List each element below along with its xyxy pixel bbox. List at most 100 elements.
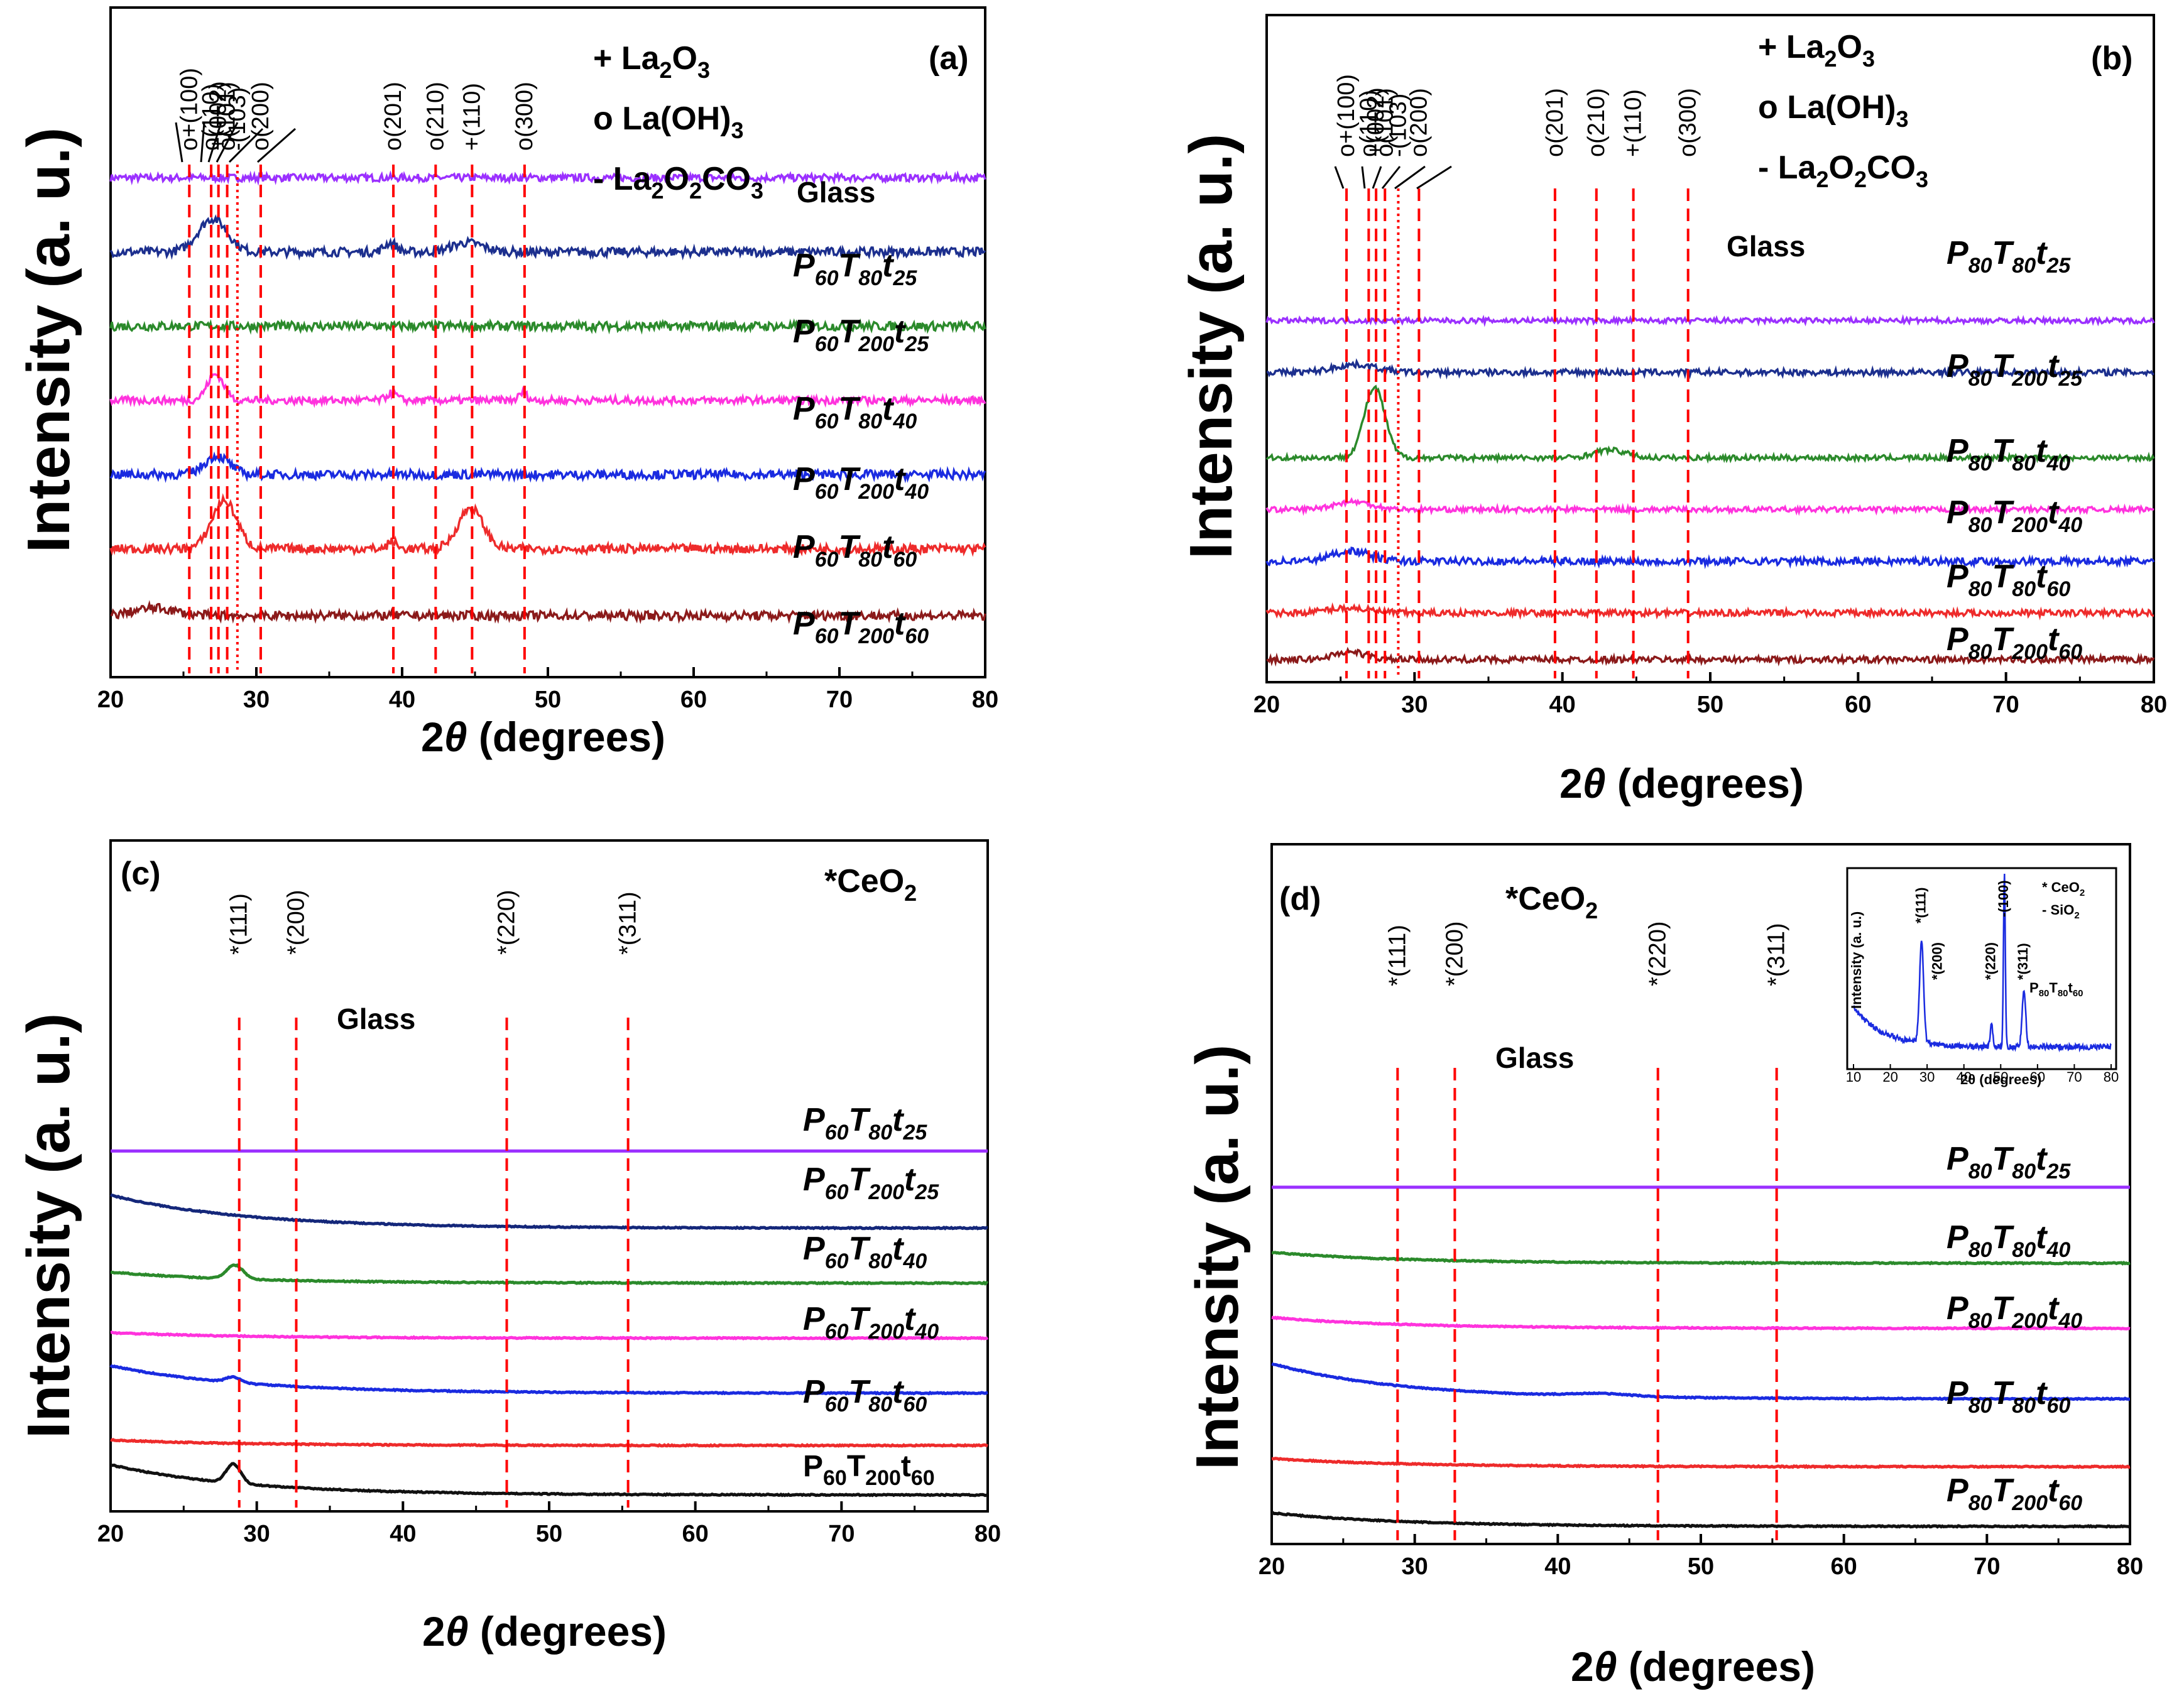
series-P80T80t25	[1271, 1251, 2131, 1266]
series-Glass	[109, 170, 986, 186]
x-tick-label: 60	[1845, 692, 1871, 718]
ref-label-*(111): *(111)	[226, 893, 253, 955]
panel-c-phase-title: *CeO2	[824, 863, 917, 906]
label-Glass: Glass	[1727, 230, 1805, 263]
inset-x-tick-label: 50	[1993, 1069, 2008, 1085]
inset-x-tick-label: 40	[1956, 1069, 1971, 1085]
x-tick-label: 50	[1697, 692, 1723, 718]
panel-b-legend: + La2O3 o La(OH)3 - La2O2CO3	[1758, 29, 1928, 192]
panel-d: 20 30 40 50 60 70 80 (d) *CeO2 10 20 30 40 50 60 70 8…	[1259, 843, 2143, 1580]
inset-peak-labels: *(111) *(200) *(220) -(100) *(311)	[1913, 880, 2031, 980]
label-P60T80t25: P60T80t25	[803, 1102, 927, 1145]
inset-peak-*(220): *(220)	[1983, 942, 1999, 980]
panel-a-legend-item-1: + La2O3	[593, 40, 710, 83]
panel-d-phase-title: *CeO2	[1505, 881, 1598, 923]
panel-a-legend: + La2O3 o La(OH)3 - La2O2CO3	[593, 40, 763, 204]
ref-label-+(110): +(110)	[459, 83, 485, 151]
series-P80T200t40	[1265, 546, 2155, 570]
label-P80T200t60: P80T200t60	[1946, 1472, 2082, 1515]
x-tick-label: 70	[1974, 1553, 2000, 1580]
x-tick-label: 50	[535, 687, 561, 713]
ref-label-o(210): o(210)	[1583, 88, 1610, 157]
x-tick-label: 30	[243, 687, 270, 713]
inset-sample-label: P80T80t60	[2029, 980, 2083, 999]
ref-label-o(300): o(300)	[1675, 88, 1701, 157]
panel-d-x-axis: 20 30 40 50 60 70 80	[1259, 1534, 2143, 1580]
x-tick-label: 50	[536, 1521, 562, 1547]
series-P60T80t25	[109, 214, 986, 261]
series-P60T80t25	[109, 1193, 988, 1231]
peak-labels: o+(100)o(110)+(002)o(101)-(103)o(200) o(2…	[176, 68, 1789, 986]
ref-label-*(200): *(200)	[283, 890, 309, 955]
inset-series	[1853, 873, 2112, 1053]
series-P60T200t25	[109, 318, 986, 335]
x-tick-label: 80	[975, 1521, 1001, 1547]
panel-b-legend-item-1: + La2O3	[1758, 29, 1875, 72]
x-tick-label: 40	[1544, 1553, 1571, 1580]
panel-c-x-label: 2θ (degrees)	[422, 1608, 667, 1655]
panel-a-x-label: 2θ (degrees)	[421, 714, 665, 760]
ref-label-o(200): o(200)	[1406, 88, 1432, 157]
x-tick-label: 70	[1993, 692, 2019, 718]
x-tick-label: 40	[390, 1521, 416, 1547]
label-P60T80t60: P60T80t60	[793, 529, 917, 572]
panel-d-traces	[1271, 1185, 2131, 1529]
x-tick-label: 20	[1259, 1553, 1285, 1580]
x-tick-label: 60	[680, 687, 707, 713]
inset-peak-*(311): *(311)	[2015, 943, 2031, 980]
series-P60T200t40	[109, 1364, 988, 1396]
panel-b-traces	[1265, 314, 2155, 667]
panel-d-reflines	[1396, 1068, 1778, 1540]
x-tick-label: 70	[826, 687, 853, 713]
x-tick-label: 80	[972, 687, 998, 713]
panel-b-x-label: 2θ (degrees)	[1559, 760, 1804, 807]
panel-a-reflines	[188, 165, 526, 673]
label-Glass: Glass	[1495, 1041, 1574, 1074]
label-P80T80t40: P80T80t40	[1946, 433, 2070, 476]
label-P60T80t25: P60T80t25	[793, 247, 917, 290]
x-tick-label: 30	[1401, 692, 1428, 718]
ref-label-*(311): *(311)	[615, 891, 642, 955]
label-P80T80t40: P80T80t40	[1946, 1219, 2070, 1262]
series-P80T80t60	[1271, 1457, 2131, 1469]
ref-label-*(220): *(220)	[1645, 922, 1671, 987]
series-Glass	[1265, 314, 2155, 327]
label-P60T80t40: P60T80t40	[803, 1231, 927, 1273]
label-P60T200t25: P60T200t25	[793, 313, 929, 356]
panel-c-label: (c)	[121, 856, 161, 892]
panel-a-legend-item-2: o La(OH)3	[593, 101, 744, 143]
series-P60T80t60	[110, 1438, 988, 1448]
x-tick-label: 30	[1402, 1553, 1428, 1580]
series-P60T200t40	[109, 451, 986, 484]
panel-a-label: (a)	[929, 40, 969, 77]
label-P60T80t60: P60T80t60	[803, 1374, 927, 1416]
series-P60T80t60	[109, 492, 986, 558]
inset-peak-*(111): *(111)	[1913, 888, 1928, 924]
inset-x-tick-label: 60	[2030, 1069, 2045, 1085]
panel-a-y-label: Intensity (a. u.)	[15, 128, 82, 553]
series-labels: Glass P60T80t25 P60T200t25 P60T80t40 P60T200…	[337, 176, 2083, 1515]
x-tick-label: 40	[389, 687, 415, 713]
panel-b-label: (b)	[2091, 40, 2132, 77]
label-P60T200t60: P60T200t60	[803, 1450, 935, 1490]
series-P80T80t25	[1266, 358, 2154, 380]
x-tick-label: 20	[1253, 692, 1280, 718]
inset-trace	[1853, 873, 2112, 1053]
ref-label-o(201): o(201)	[1542, 88, 1568, 157]
ref-label-o(110): o(110)	[1355, 90, 1382, 157]
x-tick-label: 50	[1688, 1553, 1714, 1580]
ref-label-o(200): o(200)	[248, 82, 274, 151]
series-P80T80t40	[1271, 1315, 2131, 1331]
series-P60T80t40	[109, 373, 986, 408]
label-P80T80t25: P80T80t25	[1946, 235, 2071, 278]
panel-c: 20 30 40 50 60 70 80 (c) *CeO2	[97, 839, 1001, 1547]
x-tick-label: 80	[2141, 692, 2167, 718]
panel-c-reflines	[238, 1018, 630, 1508]
label-P60T200t60: P60T200t60	[793, 606, 929, 648]
label-P60T200t40: P60T200t40	[793, 461, 929, 504]
label-P80T200t40: P80T200t40	[1946, 1290, 2082, 1333]
inset-y-label: Intensity (a. u.)	[1848, 911, 1864, 1009]
ref-label-+(110): +(110)	[1620, 89, 1647, 157]
label-Glass: Glass	[797, 176, 875, 209]
series-P60T80t40	[110, 1330, 989, 1341]
